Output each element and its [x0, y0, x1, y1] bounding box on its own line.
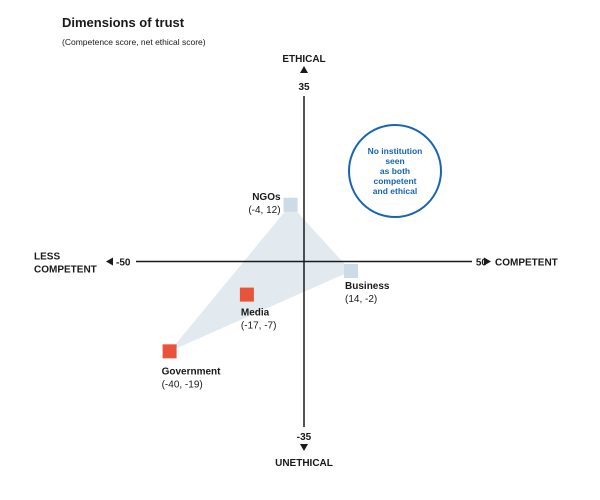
y-axis-label-bottom: UNETHICAL [275, 458, 333, 469]
arrow-left-icon [106, 257, 113, 266]
arrow-right-icon [484, 257, 491, 266]
x-tick-label-max: 50 [476, 258, 488, 269]
arrow-down-icon [300, 444, 308, 451]
callout-text: No institution seen as both competent an… [367, 145, 423, 197]
point-label-business: Business [345, 281, 390, 292]
point-marker-ngos [283, 197, 298, 212]
point-coord-ngos: (-4, 12) [248, 205, 280, 216]
point-marker-government [162, 344, 177, 359]
x-axis-label-left-line2: COMPETENT [34, 265, 97, 276]
arrow-up-icon [300, 66, 308, 73]
point-label-government: Government [162, 366, 222, 377]
point-label-ngos: NGOs [252, 192, 281, 203]
callout-circle: No institution seen as both competent an… [348, 124, 442, 218]
x-tick-label-min: -50 [116, 258, 131, 269]
y-tick-label-min: -35 [297, 432, 312, 443]
point-coord-media: (-17, -7) [241, 321, 277, 332]
point-marker-business [344, 263, 359, 278]
y-axis-label-top: ETHICAL [282, 54, 325, 65]
point-marker-media [239, 287, 254, 302]
point-coord-government: (-40, -19) [162, 379, 203, 390]
x-axis-label-left-line1: LESS [34, 252, 60, 263]
range-triangle [169, 204, 352, 352]
point-coord-business: (14, -2) [345, 294, 377, 305]
y-tick-label-max: 35 [298, 82, 310, 93]
chart-subtitle: (Competence score, net ethical score) [62, 37, 206, 47]
chart-title: Dimensions of trust [62, 15, 185, 30]
point-label-media: Media [241, 308, 270, 319]
x-axis-label-right: COMPETENT [495, 258, 558, 269]
